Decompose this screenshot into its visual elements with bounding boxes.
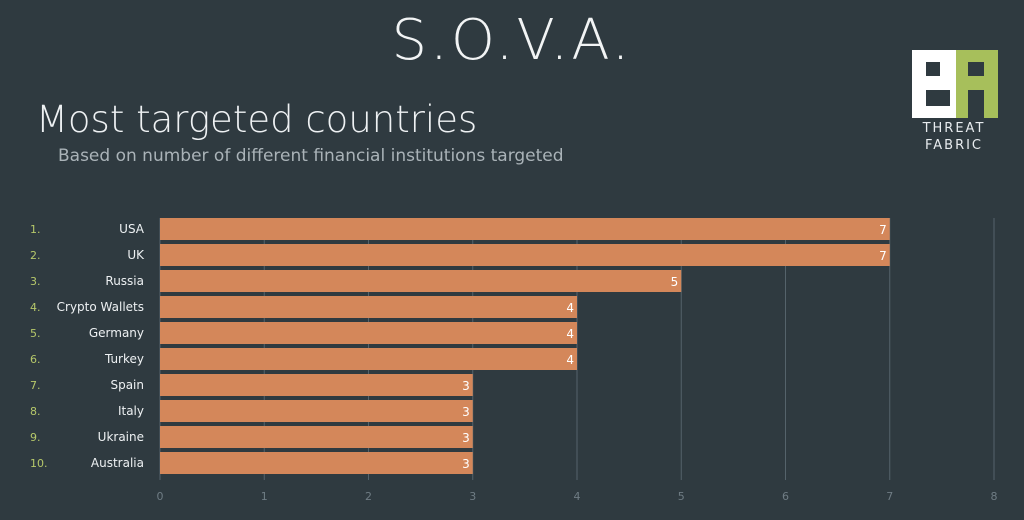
value-label: 7 <box>879 223 887 237</box>
rank-label: 7. <box>30 379 41 392</box>
chart-subtitle: Based on number of different financial i… <box>58 146 564 166</box>
bar <box>160 452 473 474</box>
bar <box>160 426 473 448</box>
category-label: UK <box>127 248 145 262</box>
bar <box>160 374 473 396</box>
rank-label: 9. <box>30 431 41 444</box>
bar <box>160 218 890 240</box>
x-tick-label: 3 <box>469 490 476 503</box>
x-tick-label: 7 <box>886 490 893 503</box>
value-label: 4 <box>566 353 574 367</box>
value-label: 4 <box>566 301 574 315</box>
x-tick-label: 6 <box>782 490 789 503</box>
value-label: 3 <box>462 379 470 393</box>
bar <box>160 270 682 292</box>
logo-text-line2: FABRIC <box>924 138 984 153</box>
value-label: 4 <box>566 327 574 341</box>
category-label: Russia <box>105 274 144 288</box>
value-label: 3 <box>462 405 470 419</box>
rank-label: 2. <box>30 249 41 262</box>
bar <box>160 322 577 344</box>
category-label: Spain <box>110 378 144 392</box>
x-tick-label: 4 <box>574 490 581 503</box>
x-tick-label: 8 <box>991 490 998 503</box>
bar <box>160 348 577 370</box>
value-label: 3 <box>462 457 470 471</box>
chart-title: Most targeted countries <box>36 98 478 141</box>
rank-label: 10. <box>30 457 48 470</box>
rank-label: 6. <box>30 353 41 366</box>
rank-label: 8. <box>30 405 41 418</box>
rank-label: 1. <box>30 223 41 236</box>
bar <box>160 244 890 266</box>
x-tick-label: 5 <box>678 490 685 503</box>
category-label: USA <box>119 222 145 236</box>
value-label: 3 <box>462 431 470 445</box>
value-label: 5 <box>671 275 679 289</box>
rank-label: 5. <box>30 327 41 340</box>
category-label: Italy <box>118 404 144 418</box>
x-tick-label: 1 <box>261 490 268 503</box>
threatfabric-logo-mark <box>912 50 998 118</box>
bar <box>160 296 577 318</box>
rank-label: 3. <box>30 275 41 288</box>
category-label: Turkey <box>104 352 144 366</box>
category-label: Ukraine <box>98 430 144 444</box>
threatfabric-logo: THREAT FABRIC <box>904 50 1004 154</box>
value-label: 7 <box>879 249 887 263</box>
category-label: Crypto Wallets <box>57 300 144 314</box>
category-label: Germany <box>89 326 144 340</box>
main-title: S.O.V.A. <box>391 8 633 73</box>
x-tick-label: 0 <box>157 490 164 503</box>
rank-label: 4. <box>30 301 41 314</box>
logo-text-line1: THREAT <box>922 121 986 136</box>
x-tick-label: 2 <box>365 490 372 503</box>
category-label: Australia <box>91 456 144 470</box>
bar <box>160 400 473 422</box>
